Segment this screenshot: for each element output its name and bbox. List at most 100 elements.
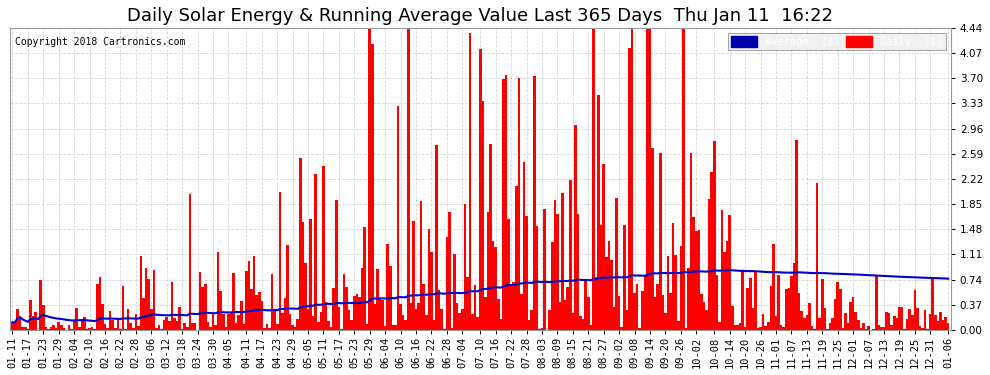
Bar	[767, 322, 769, 330]
Bar	[35, 312, 37, 330]
Bar	[677, 321, 679, 330]
Bar	[122, 286, 125, 330]
Bar	[315, 174, 317, 330]
Bar	[584, 280, 587, 330]
Bar	[507, 219, 510, 330]
Bar	[201, 287, 204, 330]
Bar	[911, 315, 914, 330]
Bar	[648, 28, 651, 330]
Bar	[623, 225, 626, 330]
Bar	[353, 296, 355, 330]
Bar	[487, 212, 489, 330]
Bar	[149, 309, 152, 330]
Bar	[553, 200, 556, 330]
Bar	[903, 329, 906, 330]
Bar	[734, 326, 737, 330]
Bar	[613, 308, 615, 330]
Bar	[14, 322, 16, 330]
Bar	[73, 321, 75, 330]
Bar	[407, 28, 410, 330]
Bar	[368, 28, 371, 330]
Bar	[83, 317, 86, 330]
Bar	[423, 284, 425, 330]
Bar	[811, 326, 813, 330]
Bar	[170, 282, 173, 330]
Bar	[99, 277, 101, 330]
Bar	[281, 313, 284, 330]
Bar	[685, 328, 687, 330]
Bar	[363, 227, 366, 330]
Bar	[935, 315, 937, 330]
Bar	[520, 294, 523, 330]
Bar	[695, 231, 698, 330]
Bar	[877, 325, 880, 330]
Bar	[220, 291, 222, 330]
Bar	[513, 282, 515, 330]
Bar	[862, 323, 864, 330]
Bar	[233, 273, 235, 330]
Bar	[225, 327, 227, 330]
Bar	[661, 295, 664, 330]
Bar	[317, 322, 320, 330]
Bar	[592, 28, 595, 330]
Bar	[754, 272, 756, 330]
Bar	[674, 255, 677, 330]
Bar	[909, 309, 911, 330]
Bar	[571, 313, 574, 330]
Bar	[194, 322, 196, 330]
Bar	[751, 308, 754, 330]
Bar	[898, 308, 901, 330]
Bar	[62, 328, 65, 330]
Bar	[780, 325, 782, 330]
Bar	[420, 201, 423, 330]
Bar	[127, 309, 130, 330]
Bar	[703, 302, 705, 330]
Bar	[227, 314, 230, 330]
Bar	[145, 268, 148, 330]
Bar	[119, 329, 122, 330]
Bar	[721, 210, 724, 330]
Bar	[595, 277, 597, 330]
Bar	[343, 274, 346, 330]
Bar	[785, 289, 787, 330]
Bar	[762, 314, 764, 330]
Bar	[70, 329, 73, 330]
Bar	[842, 328, 844, 330]
Bar	[653, 297, 656, 330]
Bar	[355, 294, 358, 330]
Bar	[240, 301, 243, 330]
Bar	[325, 302, 328, 330]
Bar	[278, 192, 281, 330]
Bar	[885, 312, 888, 330]
Bar	[739, 323, 742, 330]
Bar	[399, 304, 402, 330]
Bar	[713, 141, 716, 330]
Bar	[152, 270, 155, 330]
Bar	[890, 325, 893, 330]
Bar	[165, 317, 168, 330]
Bar	[450, 328, 453, 330]
Bar	[634, 293, 636, 330]
Bar	[186, 327, 188, 330]
Bar	[80, 320, 83, 330]
Bar	[883, 327, 885, 330]
Bar	[112, 320, 114, 330]
Bar	[299, 158, 302, 330]
Bar	[222, 314, 225, 330]
Bar	[497, 299, 500, 330]
Bar	[605, 257, 608, 330]
Bar	[214, 325, 217, 330]
Bar	[42, 304, 45, 330]
Bar	[96, 284, 99, 330]
Bar	[489, 144, 492, 330]
Bar	[793, 263, 795, 330]
Bar	[140, 256, 143, 330]
Bar	[428, 229, 431, 330]
Bar	[125, 329, 127, 330]
Bar	[737, 325, 739, 330]
Bar	[924, 310, 927, 330]
Bar	[405, 320, 407, 330]
Bar	[772, 244, 774, 330]
Bar	[888, 314, 890, 330]
Bar	[726, 241, 729, 330]
